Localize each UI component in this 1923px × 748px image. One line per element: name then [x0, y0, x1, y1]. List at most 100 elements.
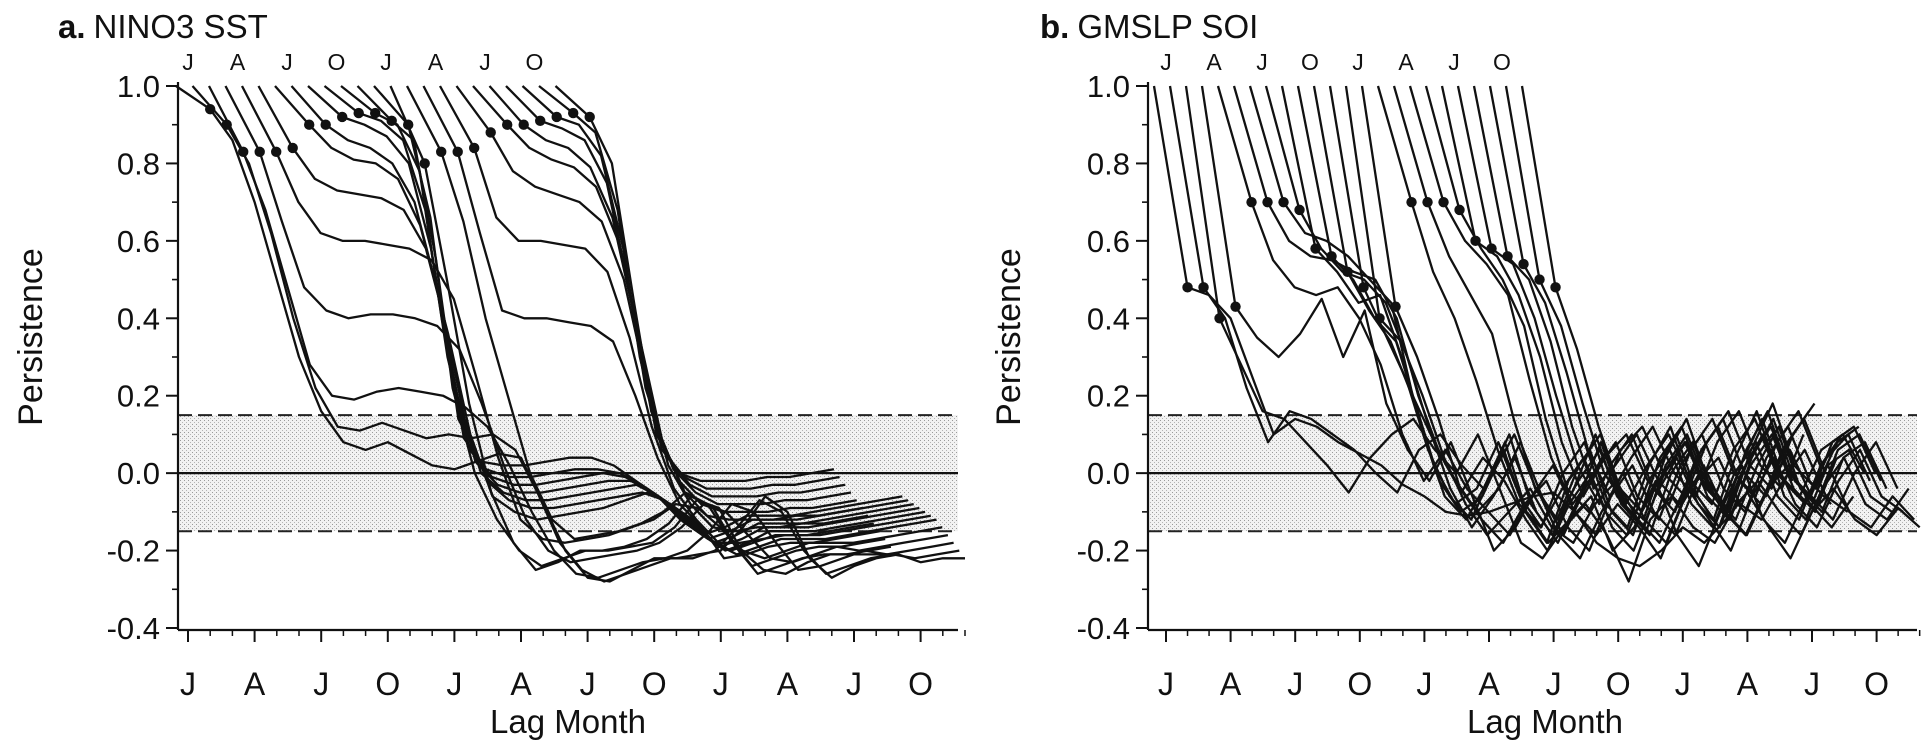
series-lag1-marker-3 [1230, 301, 1241, 312]
series-line-13 [389, 85, 892, 575]
x-axis-title: Lag Month [1467, 703, 1623, 740]
series-lag1-marker-4 [1246, 196, 1257, 208]
series-lag1-marker-19 [1486, 243, 1497, 254]
x-tick-label: J [313, 666, 329, 702]
series-lag1-marker-22 [1534, 274, 1545, 285]
x-tick-label: O [642, 666, 667, 702]
panel-title-text: GMSLP SOI [1077, 8, 1258, 45]
y-tick-label: -0.4 [1077, 611, 1130, 646]
series-line-2 [1184, 85, 1910, 583]
series-lag1-marker-18 [1470, 235, 1481, 247]
series-lag1-marker-20 [1502, 251, 1513, 262]
series-lag1-marker-7 [320, 119, 331, 130]
x-tick-label: A [777, 666, 799, 702]
y-tick-label: 0.4 [117, 301, 160, 336]
x-tick-label: A [1220, 666, 1242, 702]
series-line-12 [373, 85, 897, 575]
start-month-label: O [1301, 49, 1319, 75]
series-line-17 [455, 85, 869, 533]
series-lag1-marker-1 [1198, 282, 1209, 293]
series-lag1-marker-13 [1390, 301, 1401, 312]
series-lag1-marker-22 [568, 107, 579, 119]
start-month-label: A [428, 49, 444, 75]
series-line-22 [1504, 85, 1799, 506]
series-line-21 [521, 85, 846, 498]
series-lag1-marker-3 [254, 146, 265, 158]
x-tick-label: J [446, 666, 462, 702]
series-line-23 [1520, 85, 1794, 514]
series-line-16 [438, 85, 874, 544]
series-lag1-marker-5 [287, 142, 298, 154]
series-line-22 [538, 85, 840, 490]
x-tick-label: A [510, 666, 532, 702]
series-line-0 [1152, 85, 1921, 568]
series-lag1-marker-7 [1294, 204, 1305, 216]
y-tick-label: 1.0 [1087, 69, 1130, 104]
series-lag1-marker-5 [1262, 196, 1273, 208]
series-lag1-marker-16 [469, 142, 480, 154]
series-line-15 [422, 85, 880, 560]
x-tick-label: J [1675, 666, 1691, 702]
start-month-label: J [1160, 49, 1172, 75]
series-lag1-marker-11 [386, 115, 397, 127]
x-tick-label: O [908, 666, 933, 702]
series-line-21 [1488, 85, 1805, 498]
series-line-2 [207, 85, 954, 579]
start-month-label: A [230, 49, 246, 75]
series-lag1-marker-17 [485, 127, 496, 138]
series-line-7 [290, 85, 926, 552]
series-lag1-marker-23 [1550, 282, 1561, 293]
y-tick-label: 0.2 [1087, 379, 1130, 414]
series-lag1-marker-16 [1438, 196, 1449, 208]
y-tick-label: -0.2 [107, 534, 160, 569]
y-axis-title: Persistence [12, 248, 50, 426]
start-month-label: A [1398, 49, 1414, 75]
series-lag1-marker-10 [370, 107, 381, 119]
series-lag1-marker-18 [502, 119, 513, 130]
series-line-1 [191, 85, 960, 583]
series-lag1-marker-8 [1310, 243, 1321, 254]
series-lag1-marker-17 [1454, 204, 1465, 216]
x-tick-label: A [1737, 666, 1759, 702]
series-lag1-marker-14 [1406, 196, 1417, 208]
series-line-6 [274, 85, 931, 552]
series-lag1-marker-6 [304, 119, 315, 130]
start-month-label: J [479, 49, 491, 75]
series-line-19 [488, 85, 857, 514]
y-tick-label: 0.6 [117, 224, 160, 259]
series-line-5 [257, 85, 937, 556]
series-lag1-marker-21 [1518, 258, 1529, 270]
y-tick-label: 0.0 [1087, 456, 1130, 491]
start-month-label: O [1493, 49, 1511, 75]
series-lag1-marker-2 [238, 146, 249, 158]
series-line-3 [224, 85, 949, 564]
start-month-label: J [1352, 49, 1364, 75]
series-line-20 [1472, 85, 1810, 506]
panel-title: a. NINO3 SST [58, 8, 268, 45]
x-tick-label: J [846, 666, 862, 702]
y-tick-label: -0.2 [1077, 534, 1130, 569]
y-tick-label: -0.4 [107, 611, 160, 646]
x-tick-label: A [1478, 666, 1500, 702]
x-tick-label: J [1546, 666, 1562, 702]
series-line-20 [505, 85, 852, 506]
start-month-label: J [380, 49, 392, 75]
series-line-19 [1456, 85, 1816, 506]
series-lag1-marker-21 [551, 111, 562, 123]
x-tick-label: J [580, 666, 596, 702]
x-tick-label: O [1864, 666, 1889, 702]
series-lag1-marker-12 [1374, 313, 1385, 324]
x-tick-label: J [1158, 666, 1174, 702]
start-month-label: J [1256, 49, 1268, 75]
panel-title-letter: b. [1040, 8, 1069, 45]
chart-panel-a: 1.0 0.8 0.6 0.4 0.2 0.0 -0.2 -0.4 J A J O J A J O J A J O J A… [12, 8, 966, 740]
x-tick-label: J [1287, 666, 1303, 702]
y-tick-label: 0.2 [117, 379, 160, 414]
series-lag1-marker-4 [271, 146, 282, 158]
x-tick-label: J [1804, 666, 1820, 702]
y-tick-label: 0.0 [117, 456, 160, 491]
x-tick-label: A [244, 666, 266, 702]
y-axis-title: Persistence [990, 248, 1028, 426]
series-lag1-marker-10 [1342, 266, 1353, 278]
